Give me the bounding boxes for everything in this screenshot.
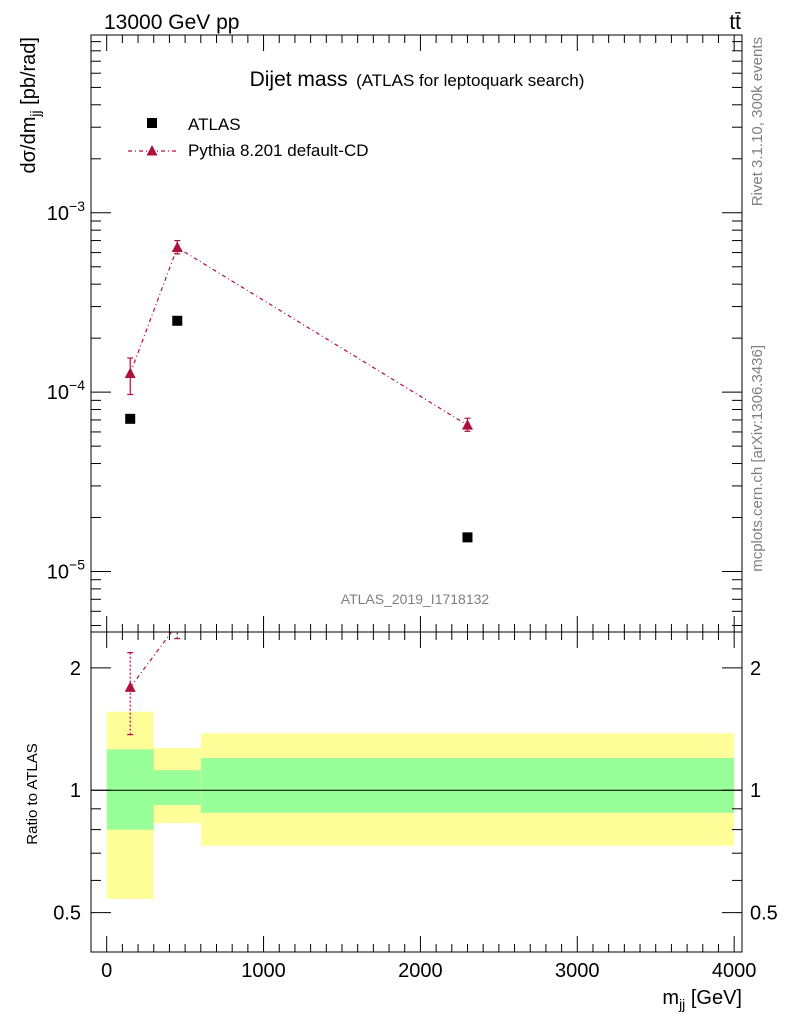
pythia-point (124, 367, 136, 379)
atlas-point (125, 413, 136, 424)
energy-label: 13000 GeV pp (104, 11, 239, 34)
main-y-axis-label: dσ/dmjj [pb/rad] (18, 37, 43, 173)
legend-pythia-label: Pythia 8.201 default-CD (188, 141, 369, 160)
x-tick-label: 0 (101, 960, 112, 982)
ratio-y-tick-label: 1 (70, 780, 81, 802)
rivet-version-label: Rivet 3.1.10, 300k events (749, 37, 766, 206)
pythia-point (171, 241, 183, 253)
x-tick-label: 3000 (555, 960, 600, 982)
pythia-point (461, 419, 473, 430)
main-y-tick-labels: 10−5 10−4 10−3 (47, 198, 85, 584)
chart-title: Dijet mass (250, 68, 348, 91)
x-tick-label: 2000 (398, 960, 443, 982)
ratio-series-group (124, 632, 181, 736)
main-axis-ticks (90, 35, 742, 632)
main-plot-area (91, 35, 742, 632)
legend-pythia-marker (146, 145, 158, 156)
process-label: tt̄ (729, 11, 741, 34)
ratio-inner-band (200, 758, 735, 813)
main-data-layer (124, 239, 473, 543)
legend-atlas-label: ATLAS (188, 115, 241, 134)
legend: ATLAS Pythia 8.201 default-CD (128, 115, 369, 160)
atlas-point (172, 315, 183, 326)
analysis-id-label: ATLAS_2019_I1718132 (341, 591, 490, 607)
ratio-y-tick-label: 0.5 (53, 903, 81, 925)
atlas-point (462, 532, 473, 543)
ratio-panel: 0.5 0.5 1 1 2 2 0 1000 2000 3000 4000 Ratio to AT… (24, 631, 778, 1012)
x-tick-label: 4000 (712, 960, 757, 982)
main-panel: 10−5 10−4 10−3 Dijet mass (ATLAS for lepto… (18, 34, 743, 633)
ratio-axis-ticks (90, 632, 742, 953)
mcplots-label: mcplots.cern.ch [arXiv:1306.3436] (749, 345, 766, 572)
ratio-y-tick-label-right: 1 (750, 780, 761, 802)
ratio-y-tick-label-right: 0.5 (750, 903, 778, 925)
chart-title-group: Dijet mass (ATLAS for leptoquark search) (250, 68, 585, 91)
x-tick-label: 1000 (241, 960, 286, 982)
ratio-y-tick-labels: 0.5 0.5 1 1 2 2 (53, 658, 778, 925)
ratio-y-axis-label: Ratio to ATLAS (24, 743, 41, 844)
x-tick-labels: 0 1000 2000 3000 4000 (101, 960, 756, 982)
ratio-y-tick-label: 2 (70, 658, 81, 680)
main-y-tick-label: 10−3 (47, 198, 85, 225)
ratio-pythia-point (124, 681, 136, 692)
main-y-tick-label: 10−5 (47, 557, 85, 584)
main-y-tick-label: 10−4 (47, 377, 85, 404)
ratio-bands (106, 711, 735, 900)
ratio-y-tick-label-right: 2 (750, 658, 761, 680)
chart-subtitle: (ATLAS for leptoquark search) (356, 71, 584, 90)
legend-atlas-marker (147, 118, 157, 128)
ratio-inner-band (106, 749, 154, 830)
ratio-pythia-line (129, 632, 173, 688)
ratio-frame (90, 631, 743, 953)
ratio-inner-band (153, 770, 201, 805)
x-axis-label: mjj [GeV] (662, 987, 742, 1012)
ratio-data-layer (124, 632, 181, 736)
